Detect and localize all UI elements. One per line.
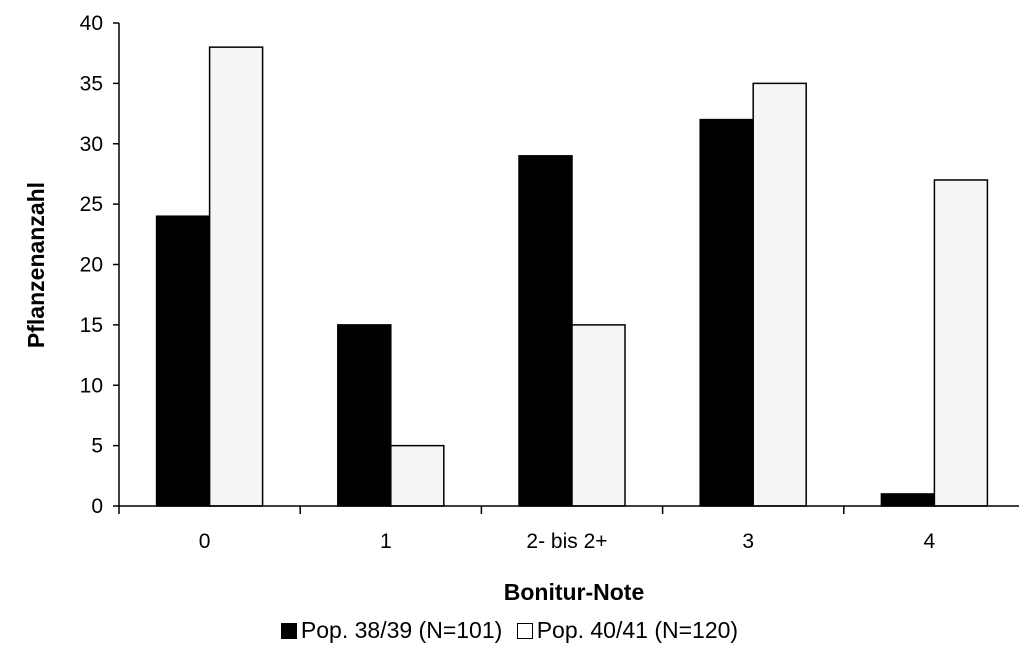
bar-series-1-cat-0 bbox=[155, 215, 211, 507]
bar-series-1-cat-4 bbox=[880, 493, 936, 507]
legend-item-series-2: Pop. 40/41 (N=120) bbox=[516, 617, 739, 644]
y-tick-label: 20 bbox=[80, 254, 103, 277]
legend-item-series-1: Pop. 38/39 (N=101) bbox=[280, 617, 503, 644]
y-tick-label: 15 bbox=[80, 314, 103, 337]
legend-label-series-2: Pop. 40/41 (N=120) bbox=[536, 617, 739, 643]
y-tick-label: 25 bbox=[80, 193, 103, 216]
bar-series-1-cat-3 bbox=[699, 118, 754, 507]
legend-swatch-series-2 bbox=[516, 622, 533, 639]
y-tick-label: 10 bbox=[80, 374, 103, 397]
x-tick-label: 4 bbox=[924, 530, 936, 553]
y-axis-title: Pflanzenanzahl bbox=[23, 182, 49, 348]
y-tick-label: 35 bbox=[80, 72, 103, 95]
bar-series-2-cat-1 bbox=[390, 444, 445, 507]
bar-series-1-cat-1 bbox=[337, 324, 392, 507]
x-tick-label: 2- bis 2+ bbox=[526, 530, 607, 553]
legend-swatch-series-1 bbox=[280, 622, 297, 639]
y-tick-label: 5 bbox=[91, 435, 103, 458]
legend: Pop. 38/39 (N=101) Pop. 40/41 (N=120) bbox=[0, 617, 1019, 645]
ticks-group: 0 5 10 15 20 25 30 35 40 0 1 2- bis 2+ 3 4 bbox=[80, 12, 936, 553]
bar-series-2-cat-4 bbox=[933, 179, 989, 507]
x-tick-label: 1 bbox=[380, 530, 392, 553]
legend-label-series-1: Pop. 38/39 (N=101) bbox=[300, 617, 503, 643]
x-tick-label: 3 bbox=[742, 530, 754, 553]
bar-series-2-cat-0 bbox=[208, 46, 264, 507]
y-tick-label: 30 bbox=[80, 133, 103, 156]
bar-series-2-cat-3 bbox=[752, 82, 807, 507]
y-tick-label: 0 bbox=[91, 495, 103, 518]
x-tick-label: 0 bbox=[199, 530, 211, 553]
bar-series-2-cat-2 bbox=[571, 324, 626, 507]
bar-series-1-cat-2 bbox=[518, 155, 573, 507]
bars-group bbox=[155, 46, 989, 507]
x-axis-title: Bonitur-Note bbox=[504, 579, 645, 605]
y-tick-label: 40 bbox=[80, 12, 103, 35]
